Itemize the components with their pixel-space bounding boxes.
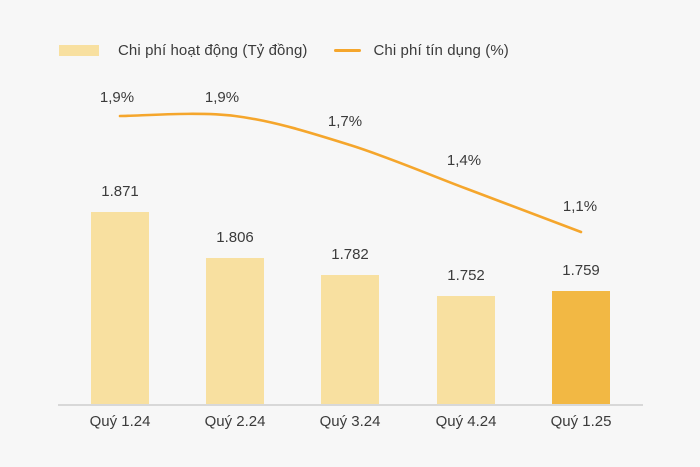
bar-series-legend-label: Chi phí hoạt động (Tỷ đồng) (118, 41, 308, 59)
line-series-legend-label: Chi phí tín dụng (%) (373, 41, 509, 59)
legend: Chi phí hoạt động (Tỷ đồng) Chi phí tín … (59, 40, 509, 60)
bar (206, 257, 264, 404)
line-series-swatch-icon (334, 48, 362, 52)
x-axis-label: Quý 2.24 (204, 413, 266, 430)
line-point-label: 1,9% (99, 89, 135, 106)
x-axis-label: Quý 1.25 (550, 413, 612, 430)
bar-value-label: 1.782 (331, 245, 369, 263)
bar-value-label: 1.806 (216, 228, 254, 246)
x-axis-label: Quý 4.24 (435, 413, 497, 430)
line-point-label: 1,1% (562, 198, 598, 215)
credit-cost-line (118, 112, 583, 234)
x-axis-line (58, 404, 643, 406)
bar-series-swatch-icon (59, 44, 99, 56)
line-point-label: 1,4% (446, 151, 482, 169)
bar (437, 295, 495, 404)
bar (552, 290, 610, 404)
bar-value-label: 1.871 (101, 183, 139, 201)
legend-item-operating-cost: Chi phí hoạt động (Tỷ đồng) (59, 42, 307, 59)
bar (321, 274, 379, 404)
line-point-label: 1,9% (204, 89, 240, 106)
legend-item-credit-cost: Chi phí tín dụng (%) (334, 41, 509, 59)
line-point-label: 1,7% (327, 113, 363, 130)
x-axis-label: Quý 3.24 (319, 413, 381, 430)
x-axis-label: Quý 1.24 (89, 413, 151, 430)
bar (91, 212, 149, 404)
bar-value-label: 1.752 (447, 266, 485, 284)
bar-value-label: 1.759 (562, 261, 600, 279)
